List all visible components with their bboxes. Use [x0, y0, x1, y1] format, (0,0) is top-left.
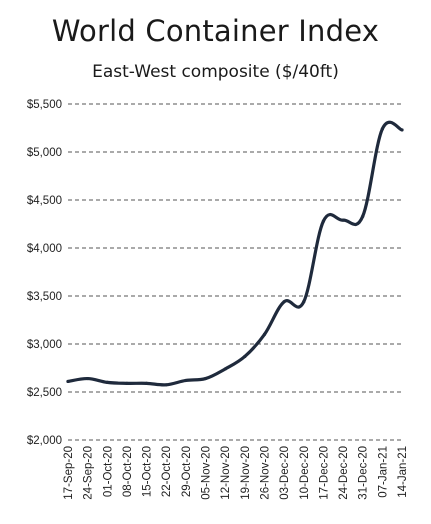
chart-title: World Container Index [51, 14, 380, 48]
y-tick-label: $5,000 [27, 147, 62, 159]
x-axis-ticks: 17-Sep-20 24-Sep-20 01-Oct-20 08-Oct-20 15-O… [63, 446, 409, 500]
data-point [184, 378, 188, 383]
x-tick-label: 01-Oct-20 [102, 446, 114, 497]
y-tick-label: $3,500 [27, 291, 62, 303]
data-point [105, 380, 109, 384]
y-tick-label: $3,000 [27, 339, 62, 351]
y-tick-label: $5,500 [27, 99, 62, 111]
data-point [164, 383, 168, 387]
data-point [125, 381, 129, 385]
x-tick-label: 12-Nov-20 [220, 446, 232, 500]
x-tick-label: 22-Oct-20 [161, 446, 173, 497]
x-tick-label: 05-Nov-20 [201, 446, 213, 500]
y-tick-label: $2,000 [27, 435, 62, 447]
data-point [243, 354, 247, 359]
x-tick-label: 15-Oct-20 [142, 446, 154, 497]
y-tick-label: $4,000 [27, 243, 62, 255]
data-point [400, 128, 404, 132]
chart-subtitle: East-West composite ($/40ft) [92, 62, 339, 82]
x-tick-label: 26-Nov-20 [259, 446, 271, 500]
y-tick-label: $4,500 [27, 195, 62, 207]
data-point [302, 300, 306, 304]
data-point [321, 219, 326, 223]
data-point [203, 376, 208, 381]
x-tick-label: 03-Dec-20 [279, 446, 291, 500]
data-point [341, 218, 345, 222]
y-axis-ticks: $2,000 $2,500 $3,000 $3,500 $4,000 $4,500 $5,0… [27, 99, 62, 447]
x-tick-label: 14-Jan-21 [397, 446, 409, 498]
x-tick-label: 24-Dec-20 [338, 446, 350, 500]
series-layer [66, 120, 404, 387]
data-point [262, 332, 267, 336]
x-tick-label: 31-Dec-20 [358, 446, 370, 500]
data-point [361, 214, 365, 218]
data-point [144, 381, 149, 385]
series-line [66, 120, 404, 387]
x-tick-label: 07-Jan-21 [377, 446, 389, 498]
y-tick-label: $2,500 [27, 387, 62, 399]
data-point [282, 300, 286, 304]
x-tick-label: 24-Sep-20 [83, 446, 95, 500]
x-tick-label: 29-Oct-20 [181, 446, 193, 497]
x-tick-label: 10-Dec-20 [299, 446, 311, 500]
data-point [86, 376, 90, 381]
data-point [66, 379, 70, 384]
x-tick-label: 19-Nov-20 [240, 446, 252, 500]
grid-lines [68, 103, 402, 441]
data-point [223, 367, 227, 371]
data-point [380, 127, 384, 131]
x-tick-label: 17-Dec-20 [318, 446, 330, 500]
x-tick-label: 17-Sep-20 [63, 446, 75, 500]
x-tick-label: 08-Oct-20 [122, 446, 134, 497]
